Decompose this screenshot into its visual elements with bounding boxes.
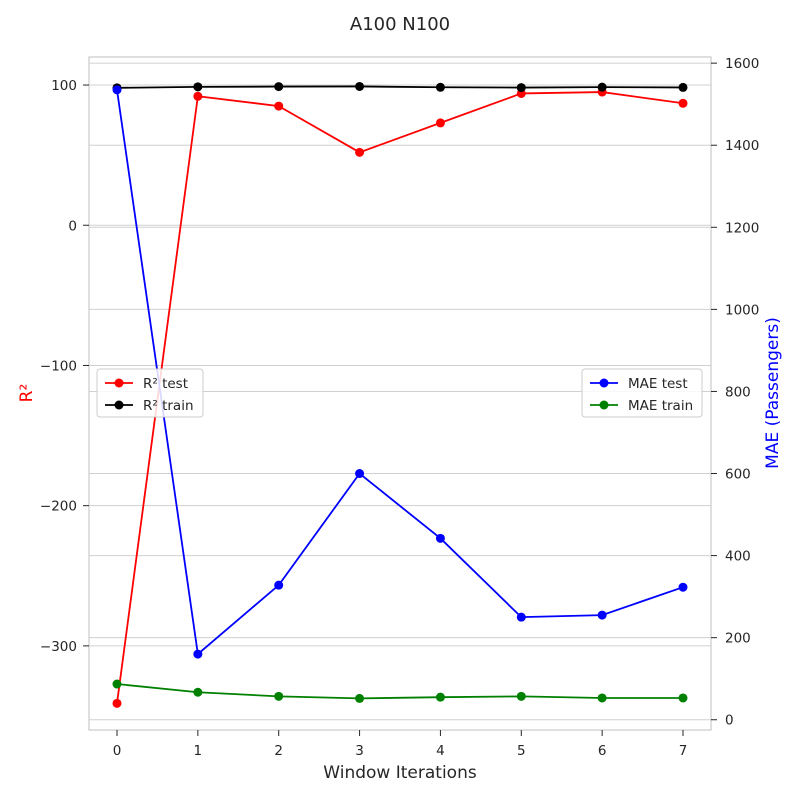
left-tick-label: −300: [40, 639, 77, 655]
left-axis-label: R²: [17, 384, 37, 403]
data-point-r2-train: [193, 82, 203, 92]
data-point-r2-test: [435, 118, 445, 128]
data-point-r2-train: [678, 82, 688, 92]
data-point-mae-train: [516, 691, 526, 701]
legend-swatch-marker: [599, 400, 609, 410]
legend-entry: R² test: [143, 376, 188, 392]
x-tick-label: 7: [679, 743, 688, 759]
data-point-r2-test: [112, 698, 122, 708]
left-tick-label: 0: [68, 218, 77, 234]
series-mae-train: [112, 679, 688, 703]
left-tick-label: −100: [40, 358, 77, 374]
right-tick-label: 1200: [725, 220, 759, 236]
series-line-mae-train: [116, 683, 683, 700]
series-line-mae-test: [116, 89, 684, 656]
series-layer: [112, 81, 688, 708]
x-tick-label: 5: [517, 743, 526, 759]
data-point-mae-test: [435, 533, 445, 543]
legend-entry: MAE test: [628, 376, 688, 392]
x-tick-label: 3: [355, 743, 364, 759]
data-point-r2-test: [274, 101, 284, 111]
data-point-mae-test: [597, 610, 607, 620]
x-axis-label: Window Iterations: [323, 763, 477, 783]
x-axis-ticks: 0 1 2 3 4 5 6 7: [113, 730, 688, 759]
data-point-mae-test: [516, 612, 526, 622]
grid: [89, 62, 711, 721]
legend-right: MAE test MAE train: [581, 368, 703, 418]
x-tick-label: 4: [436, 743, 445, 759]
legend-entry: MAE train: [628, 398, 693, 414]
data-point-mae-train: [597, 693, 607, 703]
series-line-r2-train: [116, 85, 684, 89]
x-tick-label: 6: [598, 743, 607, 759]
right-tick-label: 600: [725, 467, 751, 483]
chart-title: A100 N100: [350, 14, 450, 35]
plot-frame: [88, 56, 712, 731]
data-point-mae-train: [678, 693, 688, 703]
data-point-mae-train: [112, 679, 122, 689]
left-tick-label: −200: [40, 499, 77, 515]
data-point-mae-train: [435, 692, 445, 702]
x-tick-label: 2: [274, 743, 283, 759]
data-point-mae-test: [112, 85, 122, 95]
data-point-r2-test: [678, 98, 688, 108]
data-point-r2-train: [274, 82, 284, 92]
data-point-mae-train: [274, 691, 284, 701]
legend-left: R² test R² train: [96, 368, 204, 418]
legend-swatch-marker: [599, 378, 609, 388]
legend-entry: R² train: [143, 398, 194, 414]
data-point-mae-train: [355, 693, 365, 703]
data-point-mae-train: [193, 687, 203, 697]
data-point-mae-test: [355, 469, 365, 479]
data-point-mae-test: [678, 582, 688, 592]
series-line-r2-test: [116, 91, 684, 704]
data-point-r2-test: [193, 91, 203, 101]
right-tick-label: 1400: [725, 138, 759, 154]
data-point-r2-train: [435, 82, 445, 92]
right-tick-label: 200: [725, 631, 751, 647]
legend-swatch-marker: [114, 378, 124, 388]
right-axis-ticks: 0 200 400 600 800 1000 1200 1400 1600: [711, 56, 759, 729]
x-tick-label: 1: [194, 743, 203, 759]
series-r2-train: [112, 81, 688, 93]
data-point-r2-test: [355, 147, 365, 157]
data-point-mae-test: [193, 649, 203, 659]
series-mae-test: [112, 85, 688, 659]
x-tick-label: 0: [113, 743, 122, 759]
left-tick-label: 100: [51, 78, 77, 94]
right-tick-label: 800: [725, 384, 751, 400]
right-tick-label: 400: [725, 549, 751, 565]
right-tick-label: 0: [725, 713, 734, 729]
data-point-r2-train: [516, 83, 526, 93]
left-axis-ticks: 100 0 −100 −200 −300: [40, 78, 89, 655]
data-point-mae-test: [274, 580, 284, 590]
legend-swatch-marker: [114, 400, 124, 410]
right-tick-label: 1000: [725, 302, 759, 318]
data-point-r2-train: [597, 82, 607, 92]
right-axis-label: MAE (Passengers): [763, 317, 783, 469]
data-point-r2-train: [355, 81, 365, 91]
right-tick-label: 1600: [725, 56, 759, 72]
series-r2-test: [112, 87, 688, 708]
